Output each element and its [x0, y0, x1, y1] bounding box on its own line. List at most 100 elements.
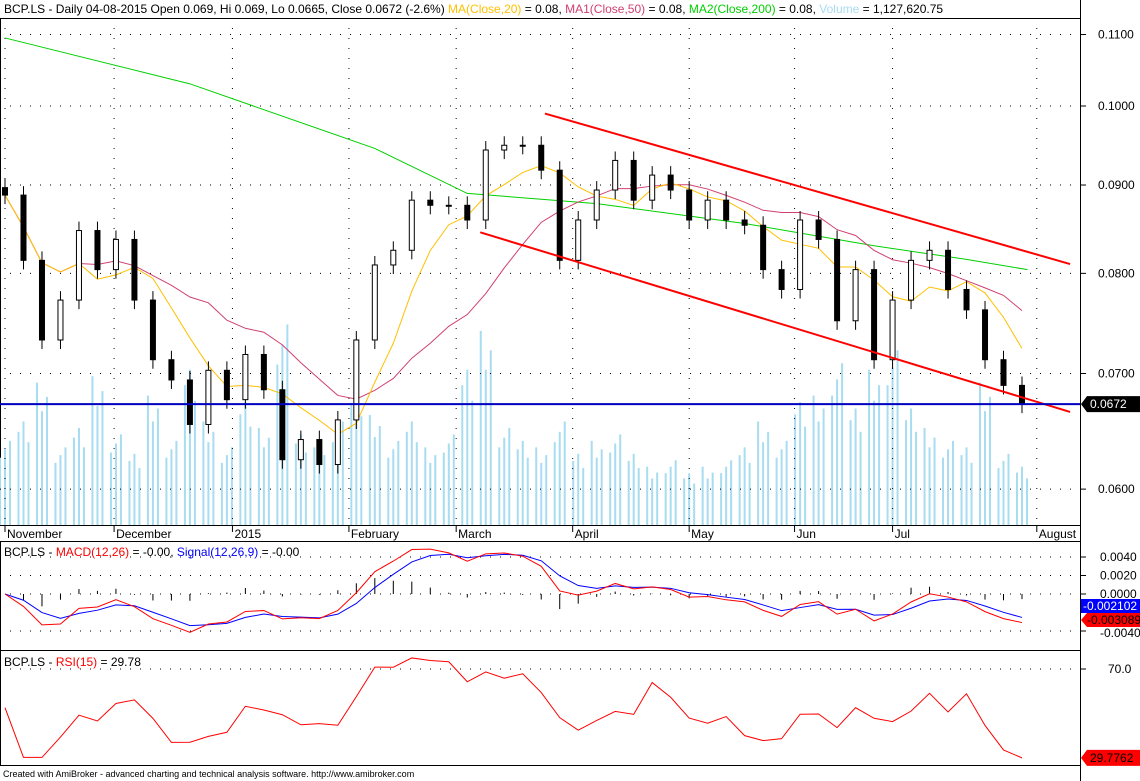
- candle-up: [445, 204, 452, 207]
- volume-bar: [683, 478, 686, 525]
- volume-bar: [979, 382, 982, 525]
- volume-bar: [637, 468, 640, 525]
- rsi-last-label: 29.7762: [1090, 751, 1134, 765]
- price-tick-label: 0.1000: [1098, 99, 1135, 113]
- rsi-pane-border: [0, 650, 1081, 766]
- macd-value: = -0.00,: [129, 545, 177, 559]
- candle-up: [501, 144, 508, 151]
- candle-down: [556, 169, 563, 261]
- volume-bar: [711, 472, 714, 525]
- volume-bar: [545, 455, 548, 525]
- volume-bar: [804, 426, 807, 525]
- volume-bar: [350, 402, 353, 525]
- candle-down: [168, 359, 175, 381]
- volume-bar: [323, 455, 326, 525]
- ma50-label: MA1(Close,50): [561, 2, 646, 16]
- date-tick-label: April: [575, 527, 599, 541]
- candle-down: [186, 379, 193, 425]
- date-tick-label: Jun: [797, 527, 816, 541]
- volume-label: Volume: [815, 2, 860, 16]
- candle-down: [2, 187, 8, 196]
- volume-bar: [27, 442, 30, 525]
- date-tick-label: May: [691, 527, 714, 541]
- volume-bar: [466, 369, 469, 525]
- macd-tick-label: -0.0040: [1100, 626, 1140, 640]
- volume-bar: [447, 443, 450, 525]
- volume-bar: [836, 379, 839, 525]
- volume-bar: [873, 400, 876, 525]
- volume-bar: [165, 457, 168, 525]
- candle-up: [575, 219, 582, 261]
- volume-bar: [989, 396, 992, 525]
- volume-bar: [54, 462, 57, 525]
- price-tick-label: 0.0900: [1098, 178, 1135, 192]
- volume-bar: [923, 427, 926, 525]
- volume-bar: [257, 427, 260, 525]
- macd-symbol: BCP.LS -: [4, 545, 56, 559]
- volume-bar: [664, 473, 667, 525]
- macd-tick-label: 0.0040: [1100, 550, 1137, 564]
- price-pane-header: BCP.LS - Daily 04-08-2015 Open 0.069, Hi…: [4, 2, 943, 16]
- volume-bar: [738, 455, 741, 525]
- candle-down: [834, 238, 841, 322]
- volume-bar: [669, 466, 672, 525]
- last-price-label: 0.0672: [1090, 397, 1127, 411]
- volume-bar: [471, 400, 474, 525]
- volume-bar: [202, 421, 205, 525]
- volume-bar: [563, 421, 566, 525]
- volume-bar: [151, 421, 154, 525]
- signal-last-marker: [1081, 599, 1140, 613]
- rsi-line: [4, 657, 1023, 759]
- volume-bar: [183, 385, 186, 525]
- volume-bar: [355, 389, 358, 525]
- volume-bar: [119, 434, 122, 525]
- volume-bar: [72, 437, 75, 525]
- volume-bar: [429, 462, 432, 525]
- volume-bar: [942, 457, 945, 525]
- volume-bar: [220, 462, 223, 525]
- volume-bar: [831, 395, 834, 525]
- ma20-value: = 0.08,: [521, 2, 562, 16]
- volume-value: = 1,127,620.75: [859, 2, 944, 16]
- volume-bar: [170, 449, 173, 525]
- candle-up: [297, 439, 304, 461]
- volume-bar: [799, 402, 802, 525]
- candle-up: [852, 269, 859, 322]
- volume-bar: [249, 426, 252, 525]
- volume-bar: [461, 385, 464, 525]
- volume-bar: [780, 449, 783, 525]
- volume-bar: [706, 478, 709, 525]
- volume-bar: [1016, 472, 1018, 525]
- volume-bar: [299, 434, 302, 525]
- signal-label: Signal(12,26,9): [176, 545, 259, 559]
- candle-up: [889, 299, 896, 361]
- candle-up: [612, 159, 619, 191]
- ma20-label: MA(Close,20): [444, 2, 522, 16]
- volume-bar: [424, 447, 427, 525]
- candle-down: [871, 269, 878, 361]
- rsi-tick-label: 70.0: [1108, 662, 1132, 676]
- candle-down: [945, 249, 952, 290]
- volume-bar: [582, 468, 585, 525]
- volume-bar: [508, 427, 511, 525]
- volume-bar: [318, 462, 321, 525]
- price-pane-border: [0, 18, 1081, 526]
- volume-bar: [64, 447, 67, 525]
- volume-bar: [267, 437, 270, 525]
- candle-up: [408, 199, 415, 251]
- candle-up: [371, 264, 378, 341]
- volume-bar: [725, 466, 728, 525]
- volume-bar: [688, 473, 691, 525]
- candle-up: [649, 174, 656, 201]
- rsi-pane-header: BCP.LS - RSI(15) = 29.78: [4, 655, 141, 669]
- volume-bar: [59, 455, 62, 525]
- macd-tick-label: 0.0020: [1100, 569, 1137, 583]
- volume-bar: [627, 460, 630, 525]
- candle-down: [223, 369, 230, 401]
- volume-bar: [632, 453, 635, 525]
- volume-bar: [133, 453, 136, 525]
- volume-bar: [331, 442, 334, 525]
- candle-up: [704, 199, 711, 221]
- volume-bar: [77, 427, 80, 525]
